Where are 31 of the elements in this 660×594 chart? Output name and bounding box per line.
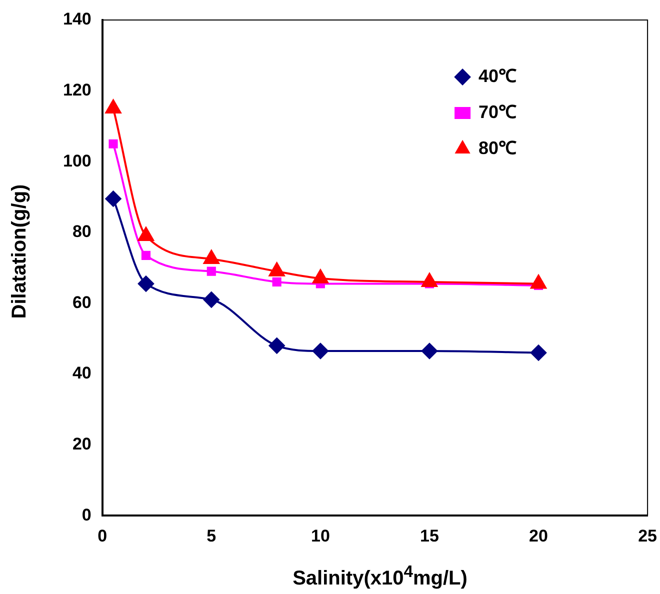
point bbox=[312, 342, 328, 359]
point bbox=[108, 139, 118, 148]
x-tick-label: 10 bbox=[310, 526, 330, 546]
legend-label: 70℃ bbox=[478, 102, 517, 122]
y-tick-label: 120 bbox=[62, 80, 92, 100]
point bbox=[530, 344, 547, 361]
y-tick-label: 100 bbox=[62, 151, 92, 170]
x-tick-label: 5 bbox=[206, 526, 216, 546]
x-axis-title: Salinity(x10$^{4}$mg/L) bbox=[292, 562, 468, 591]
point bbox=[141, 250, 151, 260]
y-tick-label: 80 bbox=[72, 222, 92, 242]
point bbox=[206, 266, 216, 276]
point bbox=[203, 292, 220, 308]
legend-label: 40℃ bbox=[478, 66, 517, 86]
x-tick-label: 25 bbox=[638, 526, 658, 546]
x-tick-label: 15 bbox=[420, 526, 439, 546]
point bbox=[105, 190, 122, 207]
point bbox=[268, 338, 285, 354]
y-tick-label: 140 bbox=[62, 10, 92, 29]
y-tick-label: 0 bbox=[82, 505, 92, 524]
point bbox=[138, 276, 154, 292]
x-tick-label: 20 bbox=[529, 526, 548, 546]
y-tick-label: 60 bbox=[72, 292, 92, 312]
x-tick-label: 0 bbox=[98, 526, 108, 546]
y-axis-title: Dilatation(g/g) bbox=[8, 183, 32, 321]
point bbox=[272, 277, 282, 286]
y-tick-label: 20 bbox=[72, 434, 92, 454]
legend-label: 80℃ bbox=[478, 138, 517, 158]
y-tick-label: 40 bbox=[72, 364, 92, 383]
point bbox=[105, 100, 122, 114]
point bbox=[421, 342, 438, 359]
